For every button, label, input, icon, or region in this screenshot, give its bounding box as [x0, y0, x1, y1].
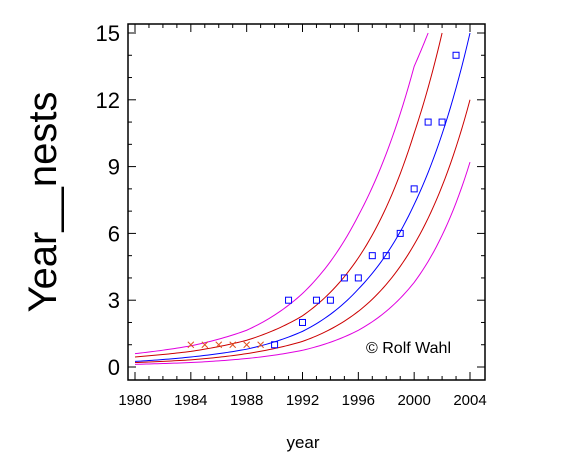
- x-tick-label: 1996: [342, 392, 375, 409]
- x-tick-label: 2000: [397, 392, 430, 409]
- data-point-square: [354, 274, 362, 282]
- y-tick-label: 15: [96, 21, 120, 46]
- copyright-annotation: © Rolf Wahl: [366, 340, 451, 357]
- x-tick-label: 2004: [453, 392, 486, 409]
- data-point-square: [312, 296, 320, 304]
- x-axis-ticks: 1980 1984 1988 1992 1996 2000 2004: [118, 24, 487, 409]
- points-layer: [187, 51, 460, 349]
- y-axis-ticks: 0 3 6 9 12 15: [96, 21, 485, 380]
- data-point-square: [368, 252, 376, 260]
- curve-prediction-upper: [134, 32, 429, 355]
- data-point-square: [340, 274, 348, 282]
- data-point-square: [299, 318, 306, 326]
- y-tick-label: 3: [108, 288, 120, 313]
- data-point-x: [201, 341, 209, 349]
- y-axis-label: Year__nests: [21, 92, 65, 313]
- x-tick-label: 1988: [230, 392, 263, 409]
- curve-fit: [134, 32, 471, 362]
- plot-frame: [127, 23, 486, 381]
- data-point-x: [215, 341, 223, 349]
- data-point-square: [396, 229, 404, 237]
- y-tick-label: 6: [108, 221, 120, 246]
- data-point-square: [424, 118, 432, 126]
- data-point-square: [452, 51, 460, 59]
- x-tick-label: 1984: [174, 392, 207, 409]
- data-point-square: [438, 118, 446, 126]
- data-point-x: [229, 341, 237, 349]
- x-axis-label: year: [286, 433, 319, 452]
- y-tick-label: 12: [96, 88, 120, 113]
- data-point-x: [187, 341, 195, 349]
- data-point-square: [326, 296, 334, 304]
- data-point-square: [382, 252, 390, 260]
- curve-confidence-upper: [134, 32, 443, 358]
- data-point-square: [410, 185, 418, 193]
- curve-prediction-lower: [134, 161, 471, 365]
- y-tick-label: 9: [108, 155, 120, 180]
- data-point-square: [271, 341, 279, 349]
- data-point-square: [285, 296, 293, 304]
- x-tick-label: 1992: [286, 392, 319, 409]
- data-point-x: [243, 341, 251, 349]
- x-tick-label: 1980: [118, 392, 151, 409]
- curve-confidence-lower: [134, 99, 471, 364]
- data-point-x: [257, 341, 264, 349]
- curves-layer: [134, 32, 471, 365]
- y-tick-label: 0: [108, 355, 120, 380]
